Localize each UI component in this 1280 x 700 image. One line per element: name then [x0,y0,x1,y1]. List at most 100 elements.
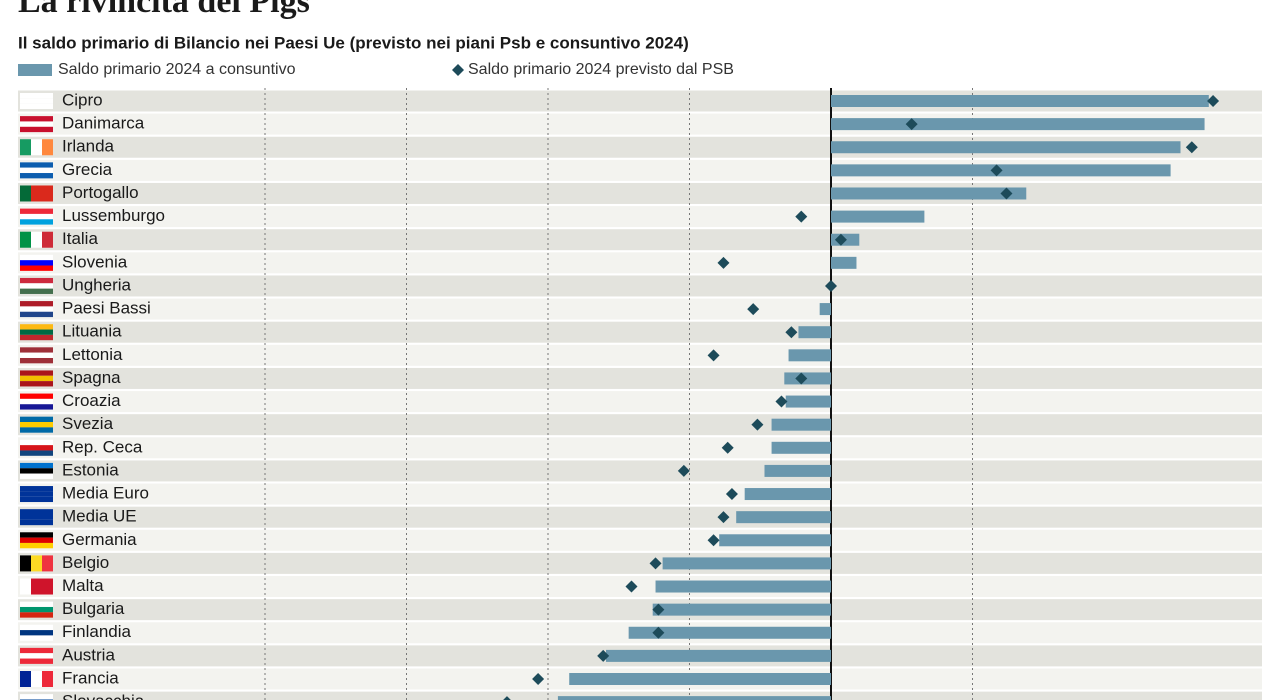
flag [20,532,53,538]
row-band [18,391,1262,413]
flag [20,116,53,122]
flag [20,630,53,636]
flag [20,375,53,382]
category-label: Germania [62,530,137,549]
flag [20,393,53,399]
flag [20,265,53,271]
row-band [18,483,1262,505]
category-label: Media Euro [62,484,149,503]
bar [557,696,831,700]
marker [795,210,808,223]
flag [20,103,53,109]
flag [31,231,42,248]
flag [20,606,53,613]
marker [990,164,1003,177]
bar [606,649,831,662]
flag [20,542,53,549]
category-label: Slovenia [62,252,128,271]
flag [20,126,53,133]
category-label: Slovacchia [62,692,145,700]
marker [717,511,730,524]
flag [20,694,53,700]
legend-swatch [18,64,52,76]
category-label: Francia [62,668,119,687]
flag [20,121,53,127]
flag [20,208,53,214]
bar [831,118,1205,131]
flag [20,398,53,405]
flag [20,671,31,687]
flag [20,445,53,451]
flag [20,301,53,307]
bar [569,673,831,685]
category-label: Finlandia [62,622,132,641]
category-label: Croazia [62,391,121,410]
flag [20,283,53,289]
flag [20,468,53,474]
category-label: Italia [62,229,98,248]
row-band [18,529,1262,551]
category-label: Rep. Ceca [62,437,143,456]
row-band [18,460,1262,482]
marker [707,349,720,362]
flag [20,496,53,503]
row-band [18,367,1262,389]
bar [736,511,831,524]
flag [42,555,53,572]
flag [20,311,53,318]
bar [831,141,1181,154]
flag [42,231,53,248]
category-label: Belgio [62,553,109,572]
marker [1185,141,1198,154]
row-band [18,321,1262,343]
marker [1000,187,1013,200]
flag [20,352,53,358]
row-band [18,552,1262,574]
flag [20,173,53,179]
flag [20,416,53,423]
marker [795,372,808,385]
category-label: Austria [62,645,115,664]
row-band [18,691,1262,700]
bar [831,187,1027,200]
bar [831,256,857,269]
marker [597,649,610,662]
flag [20,509,53,515]
flag [20,422,53,428]
flag [20,486,53,492]
chart-subtitle: Il saldo primario di Bilancio nei Paesi … [18,33,689,52]
flag [20,514,53,520]
bar [785,395,831,408]
bar [788,349,831,362]
flag [20,462,53,469]
flag [42,139,53,156]
flag [20,450,53,456]
flag [20,578,31,595]
flag [20,288,53,294]
legend-label: Saldo primario 2024 previsto dal PSB [468,61,734,78]
row-band [18,576,1262,598]
flag [20,491,53,497]
flag [31,555,42,572]
marker [725,488,738,501]
category-label: Grecia [62,160,113,179]
bar [771,441,831,454]
flag [20,93,53,99]
marker [751,418,764,431]
flag [20,254,53,261]
flag [20,555,31,572]
flag [20,370,53,376]
flag [20,635,53,641]
category-label: Portogallo [62,183,139,202]
category-label: Lituania [62,322,122,341]
flag [31,578,42,595]
flag [20,624,53,631]
row-band [18,275,1262,297]
marker [747,303,760,316]
bar [652,603,831,616]
category-label: Malta [62,576,104,595]
flag [20,162,53,168]
category-label: Danimarca [62,114,145,133]
flag [42,671,53,687]
row-band [18,182,1262,204]
